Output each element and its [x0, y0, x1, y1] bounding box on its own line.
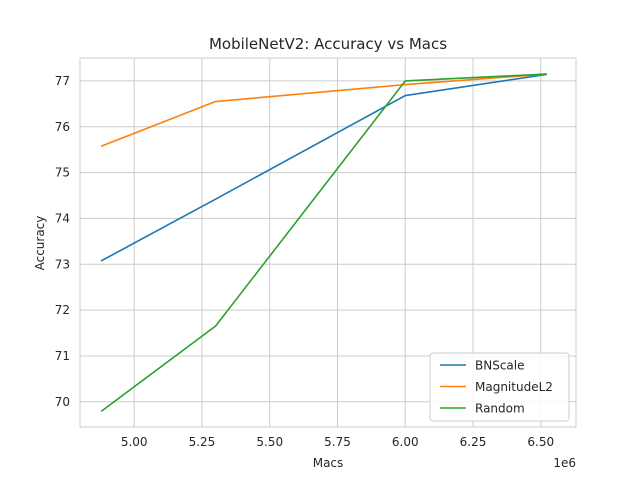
y-gridlines	[80, 80, 576, 403]
x-axis-label: Macs	[313, 456, 344, 470]
x-tick-label: 6.00	[392, 435, 419, 449]
series-line-magnitudel2	[100, 73, 547, 147]
x-tick-label: 5.25	[189, 435, 216, 449]
y-tick-label: 71	[55, 349, 70, 363]
y-tick-label: 73	[55, 257, 70, 271]
y-tick-label: 74	[55, 211, 70, 225]
y-tick-labels: 70 71 72 73 74 75 76 77	[55, 74, 70, 409]
legend: BNScale MagnitudeL2 Random	[429, 352, 570, 422]
chart-title: MobileNetV2: Accuracy vs Macs	[209, 35, 447, 53]
plot-frame	[79, 57, 577, 428]
x-tick-label: 5.00	[121, 435, 148, 449]
y-tick-label: 72	[55, 303, 70, 317]
x-tick-labels: 5.00 5.25 5.50 5.75 6.00 6.25 6.50	[121, 435, 554, 449]
x-tick-label: 6.25	[460, 435, 487, 449]
series-line-random	[100, 73, 547, 412]
x-tick-label: 6.50	[527, 435, 554, 449]
y-tick-label: 70	[55, 395, 70, 409]
x-axis-offset-label: 1e6	[553, 456, 576, 470]
x-tick-label: 5.75	[324, 435, 351, 449]
legend-label: MagnitudeL2	[475, 380, 553, 394]
legend-label: Random	[475, 402, 525, 416]
x-tick-label: 5.50	[256, 435, 283, 449]
y-tick-label: 77	[55, 74, 70, 88]
legend-items: BNScale MagnitudeL2 Random	[440, 359, 553, 416]
legend-label: BNScale	[475, 359, 525, 373]
y-tick-label: 75	[55, 166, 70, 180]
legend-box	[429, 352, 570, 422]
y-tick-label: 76	[55, 120, 70, 134]
y-axis-label: Accuracy	[33, 216, 47, 271]
series-layer	[100, 73, 547, 412]
series-line-bnscale	[100, 73, 547, 262]
